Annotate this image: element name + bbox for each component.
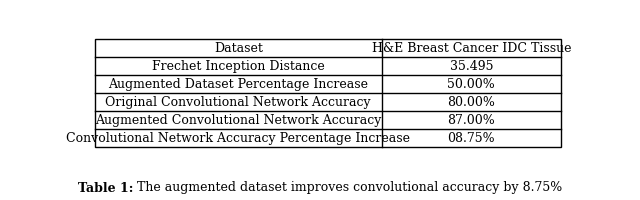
Text: Augmented Convolutional Network Accuracy: Augmented Convolutional Network Accuracy — [95, 114, 381, 127]
Text: 08.75%: 08.75% — [447, 132, 495, 145]
Text: 35.495: 35.495 — [450, 60, 493, 73]
Bar — [95, 39, 561, 147]
Text: H&E Breast Cancer IDC Tissue: H&E Breast Cancer IDC Tissue — [372, 42, 571, 55]
Text: 87.00%: 87.00% — [447, 114, 495, 127]
Text: Frechet Inception Distance: Frechet Inception Distance — [152, 60, 324, 73]
Text: Convolutional Network Accuracy Percentage Increase: Convolutional Network Accuracy Percentag… — [67, 132, 410, 145]
Text: Augmented Dataset Percentage Increase: Augmented Dataset Percentage Increase — [108, 78, 368, 91]
Text: The augmented dataset improves convolutional accuracy by 8.75%: The augmented dataset improves convoluti… — [133, 182, 563, 194]
Text: 50.00%: 50.00% — [447, 78, 495, 91]
Text: 80.00%: 80.00% — [447, 96, 495, 109]
Text: Original Convolutional Network Accuracy: Original Convolutional Network Accuracy — [106, 96, 371, 109]
Text: Dataset: Dataset — [214, 42, 262, 55]
Text: Table 1:: Table 1: — [77, 182, 133, 194]
